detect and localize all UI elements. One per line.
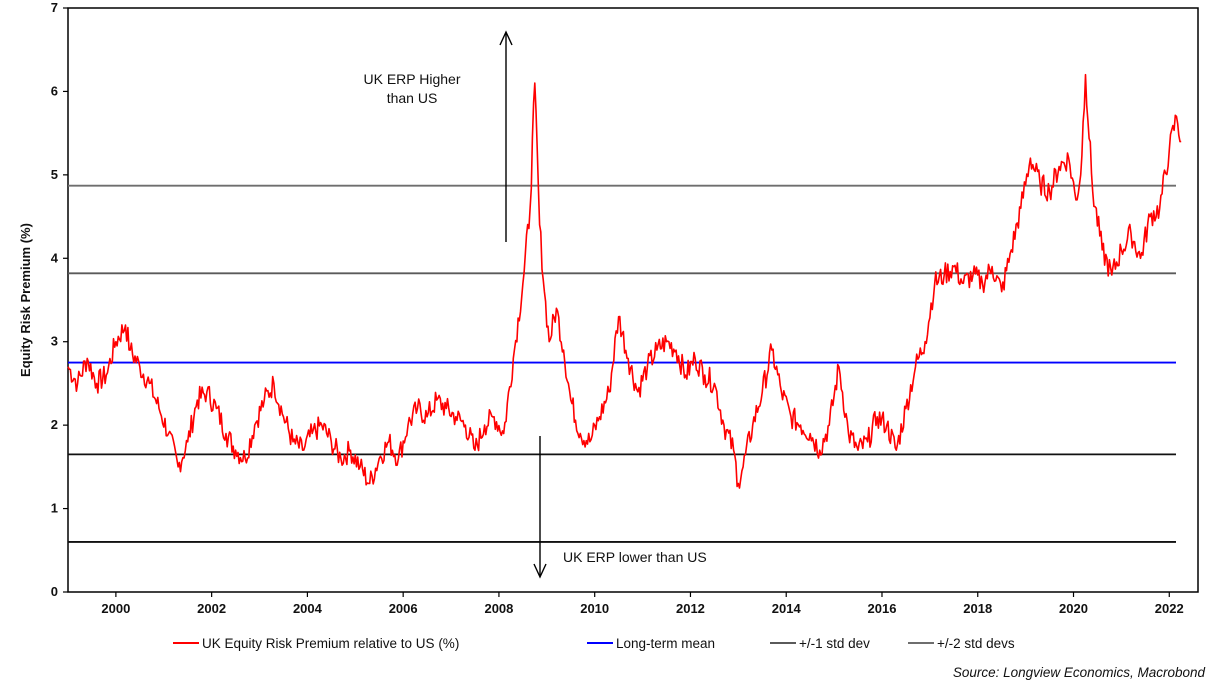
lower-arrow [533, 436, 547, 579]
x-tick-label: 2004 [293, 601, 323, 616]
x-tick-label: 2020 [1059, 601, 1088, 616]
plot-frame [67, 7, 1199, 593]
series-line-uk-erp [67, 73, 1182, 489]
annotation-lower: UK ERP lower than US [563, 549, 707, 565]
y-tick-label: 6 [51, 83, 58, 98]
x-tick-label: 2010 [580, 601, 609, 616]
legend-label-mean: Long-term mean [616, 636, 715, 651]
x-axis: 2000 2002 2004 2006 2008 2010 2012 2014 2016 2018… [101, 592, 1184, 616]
legend-label-uk-erp: UK Equity Risk Premium relative to US (%… [202, 636, 459, 651]
y-axis-label: Equity Risk Premium (%) [18, 223, 33, 377]
x-tick-label: 2002 [197, 601, 226, 616]
x-tick-label: 2006 [389, 601, 418, 616]
x-tick-label: 2018 [963, 601, 992, 616]
x-tick-label: 2014 [772, 601, 802, 616]
y-tick-label: 7 [51, 0, 58, 15]
x-tick-label: 2012 [676, 601, 705, 616]
annotation-higher-line2: than US [387, 90, 438, 106]
legend-label-1sd: +/-1 std dev [799, 636, 870, 651]
y-axis: 0 1 2 3 4 5 6 7 [51, 0, 68, 599]
y-tick-label: 5 [51, 167, 58, 182]
source-note: Source: Longview Economics, Macrobond [953, 665, 1206, 680]
x-tick-label: 2008 [484, 601, 513, 616]
y-tick-label: 4 [51, 250, 59, 265]
legend: UK Equity Risk Premium relative to US (%… [173, 636, 1015, 651]
y-tick-label: 3 [51, 334, 58, 349]
reference-lines [68, 184, 1176, 543]
x-tick-label: 2022 [1155, 601, 1184, 616]
x-tick-label: 2016 [868, 601, 897, 616]
legend-label-2sd: +/-2 std devs [937, 636, 1015, 651]
y-tick-label: 2 [51, 417, 58, 432]
y-tick-label: 0 [51, 584, 58, 599]
higher-arrow [499, 30, 513, 242]
x-tick-label: 2000 [101, 601, 130, 616]
annotation-higher-line1: UK ERP Higher [363, 71, 460, 87]
y-tick-label: 1 [51, 501, 58, 516]
